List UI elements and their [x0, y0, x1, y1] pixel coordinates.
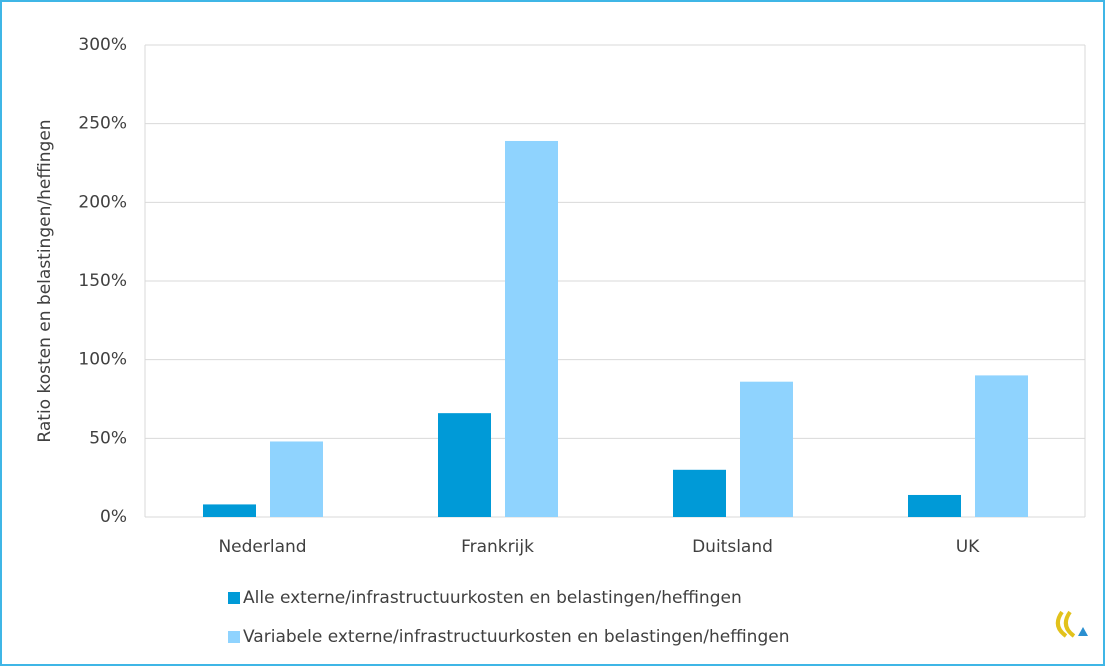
legend-swatch [228, 631, 240, 643]
bar [438, 413, 491, 517]
bar [740, 381, 793, 517]
x-tick-label: Frankrijk [461, 537, 534, 557]
y-axis-label: Ratio kosten en belastingen/heffingen [35, 119, 55, 442]
y-tick-label: 50% [89, 428, 127, 448]
bar [908, 494, 961, 517]
bar [270, 441, 323, 517]
x-tick-label: Duitsland [692, 537, 773, 557]
bar [673, 469, 726, 517]
y-tick-label: 0% [100, 507, 127, 527]
y-tick-label: 200% [78, 192, 127, 212]
bar [505, 140, 558, 517]
logo [1055, 610, 1088, 638]
y-tick-label: 300% [78, 35, 127, 55]
y-tick-label: 100% [78, 350, 127, 370]
legend-label: Alle externe/infrastructuurkosten en bel… [243, 588, 742, 608]
y-tick-label: 150% [78, 271, 127, 291]
x-tick-label: Nederland [218, 537, 306, 557]
legend-label: Variabele externe/infrastructuurkosten e… [243, 627, 789, 647]
legend-swatch [228, 592, 240, 604]
y-tick-label: 250% [78, 114, 127, 134]
bar [975, 375, 1028, 517]
x-tick-label: UK [956, 537, 980, 557]
bar [203, 504, 256, 517]
